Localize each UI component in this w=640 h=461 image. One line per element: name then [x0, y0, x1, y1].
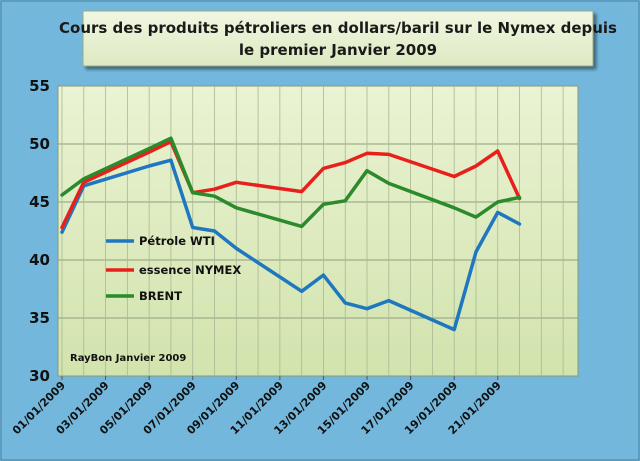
chart-credit: RayBon Janvier 2009: [70, 353, 186, 364]
grid-lines: [58, 86, 578, 376]
chart-title-box: Cours des produits pétroliers en dollars…: [59, 10, 617, 67]
y-tick-label: 55: [29, 77, 50, 95]
y-tick-label: 50: [29, 135, 50, 153]
plot-area: [57, 85, 579, 377]
legend: Pétrole WTI essence NYMEX BRENT: [106, 234, 241, 303]
legend-label-brent: BRENT: [139, 289, 182, 303]
legend-label-wti: Pétrole WTI: [139, 234, 215, 248]
series-lines: [60, 136, 522, 332]
y-tick-label: 30: [29, 367, 50, 385]
legend-label-essence: essence NYMEX: [139, 263, 241, 277]
y-axis: 30 35 40 45 50 55: [29, 77, 50, 385]
chart-title-line-1: Cours des produits pétroliers en dollars…: [59, 19, 617, 37]
series-line-wti: [60, 158, 522, 332]
y-tick-label: 35: [29, 309, 50, 327]
x-axis: 01/01/200903/01/200905/01/200907/01/2009…: [10, 376, 504, 437]
y-tick-label: 40: [29, 251, 50, 269]
y-tick-label: 45: [29, 193, 50, 211]
series-line-brent: [60, 136, 522, 229]
series-line-essence: [60, 139, 522, 230]
chart-title-line-2: le premier Janvier 2009: [239, 41, 437, 59]
